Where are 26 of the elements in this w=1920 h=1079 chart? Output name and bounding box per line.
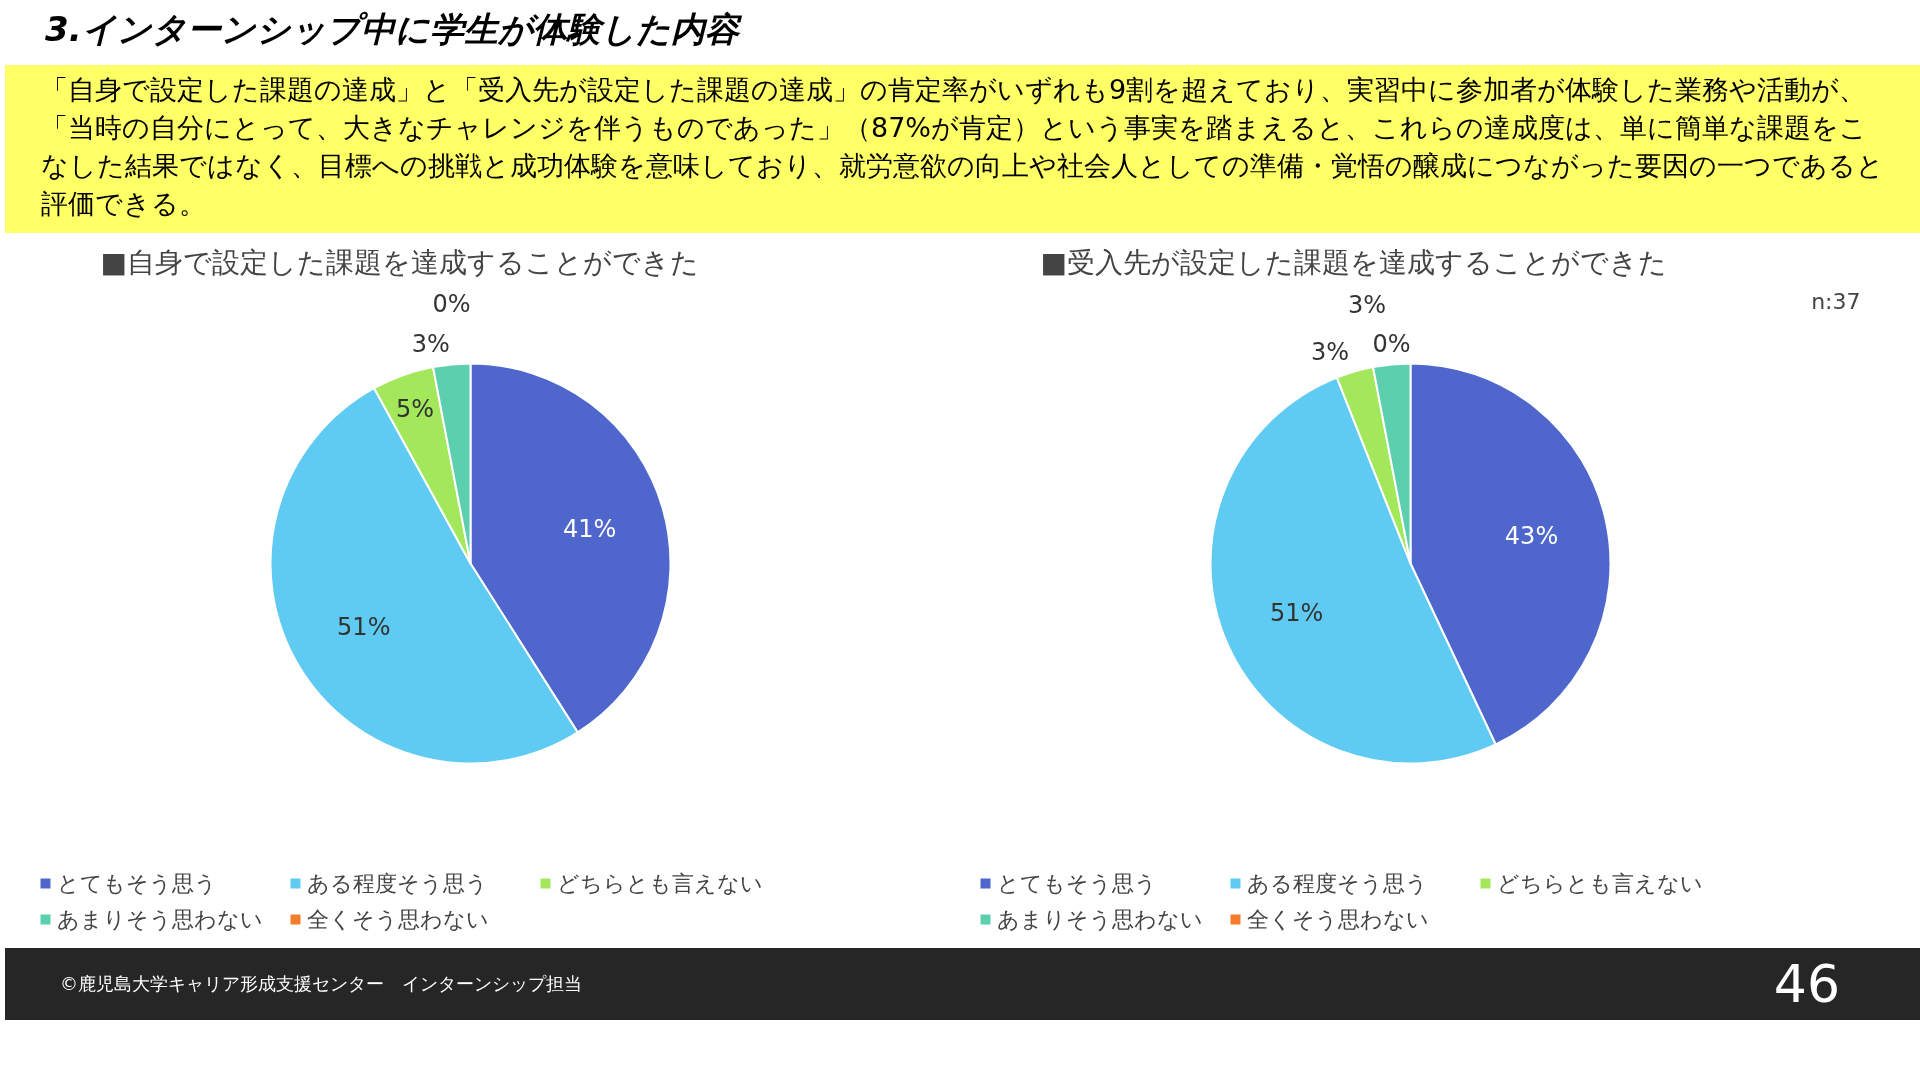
data-label: 3% [1311, 338, 1350, 367]
data-label: 41% [562, 514, 617, 543]
data-label: 43% [1504, 522, 1559, 551]
chart-title: ■自身で設定した課題を達成することができた [100, 245, 699, 279]
legend-label: 全くそう思わない [1246, 907, 1429, 932]
chart-title: ■受入先が設定した課題を達成することができた [1040, 245, 1667, 279]
data-label: 3% [411, 330, 450, 359]
text: 46 [1773, 952, 1840, 1016]
data-label: 5% [395, 395, 434, 424]
text: ©鹿児島大学キャリア形成支援センター インターンシップ担当 [60, 972, 582, 997]
data-label: 51% [337, 612, 391, 641]
legend-label: ある程度そう思う [1246, 871, 1428, 896]
legend-label: 全くそう思わない [306, 907, 489, 932]
legend-label: とてもそう思う [56, 871, 217, 896]
data-label: 3% [1347, 290, 1387, 319]
data-label: 51% [1270, 598, 1324, 627]
legend-label: あまりそう思わない [56, 907, 263, 932]
legend-label: とてもそう思う [996, 871, 1157, 896]
text: n:37 [1811, 288, 1861, 314]
legend-label: どちらとも言えない [1496, 871, 1703, 896]
text: 0% [432, 289, 471, 318]
legend-label: どちらとも言えない [556, 871, 763, 896]
text: 0% [1372, 329, 1411, 358]
legend-label: あまりそう思わない [996, 907, 1203, 932]
legend-label: ある程度そう思う [306, 871, 488, 896]
text: 「自身で設定した課題の達成」と「受入先が設定した課題の達成」の肯定率がいずれも9割を超えており、実習中に参加者が体験した業務や活動が、「当時の自分にとって、大きなチャレンジを伴うものであった」（87%が肯定）という事実を踏まえると、これらの達成度は、単に簡単な課題をこなした結果ではなく、目標への挑戦と成功体験を意味しており、就労意欲の向上や社会人としての準備・覚悟の醸成につながった要因の一つであると評価できる。 [41, 73, 1885, 221]
